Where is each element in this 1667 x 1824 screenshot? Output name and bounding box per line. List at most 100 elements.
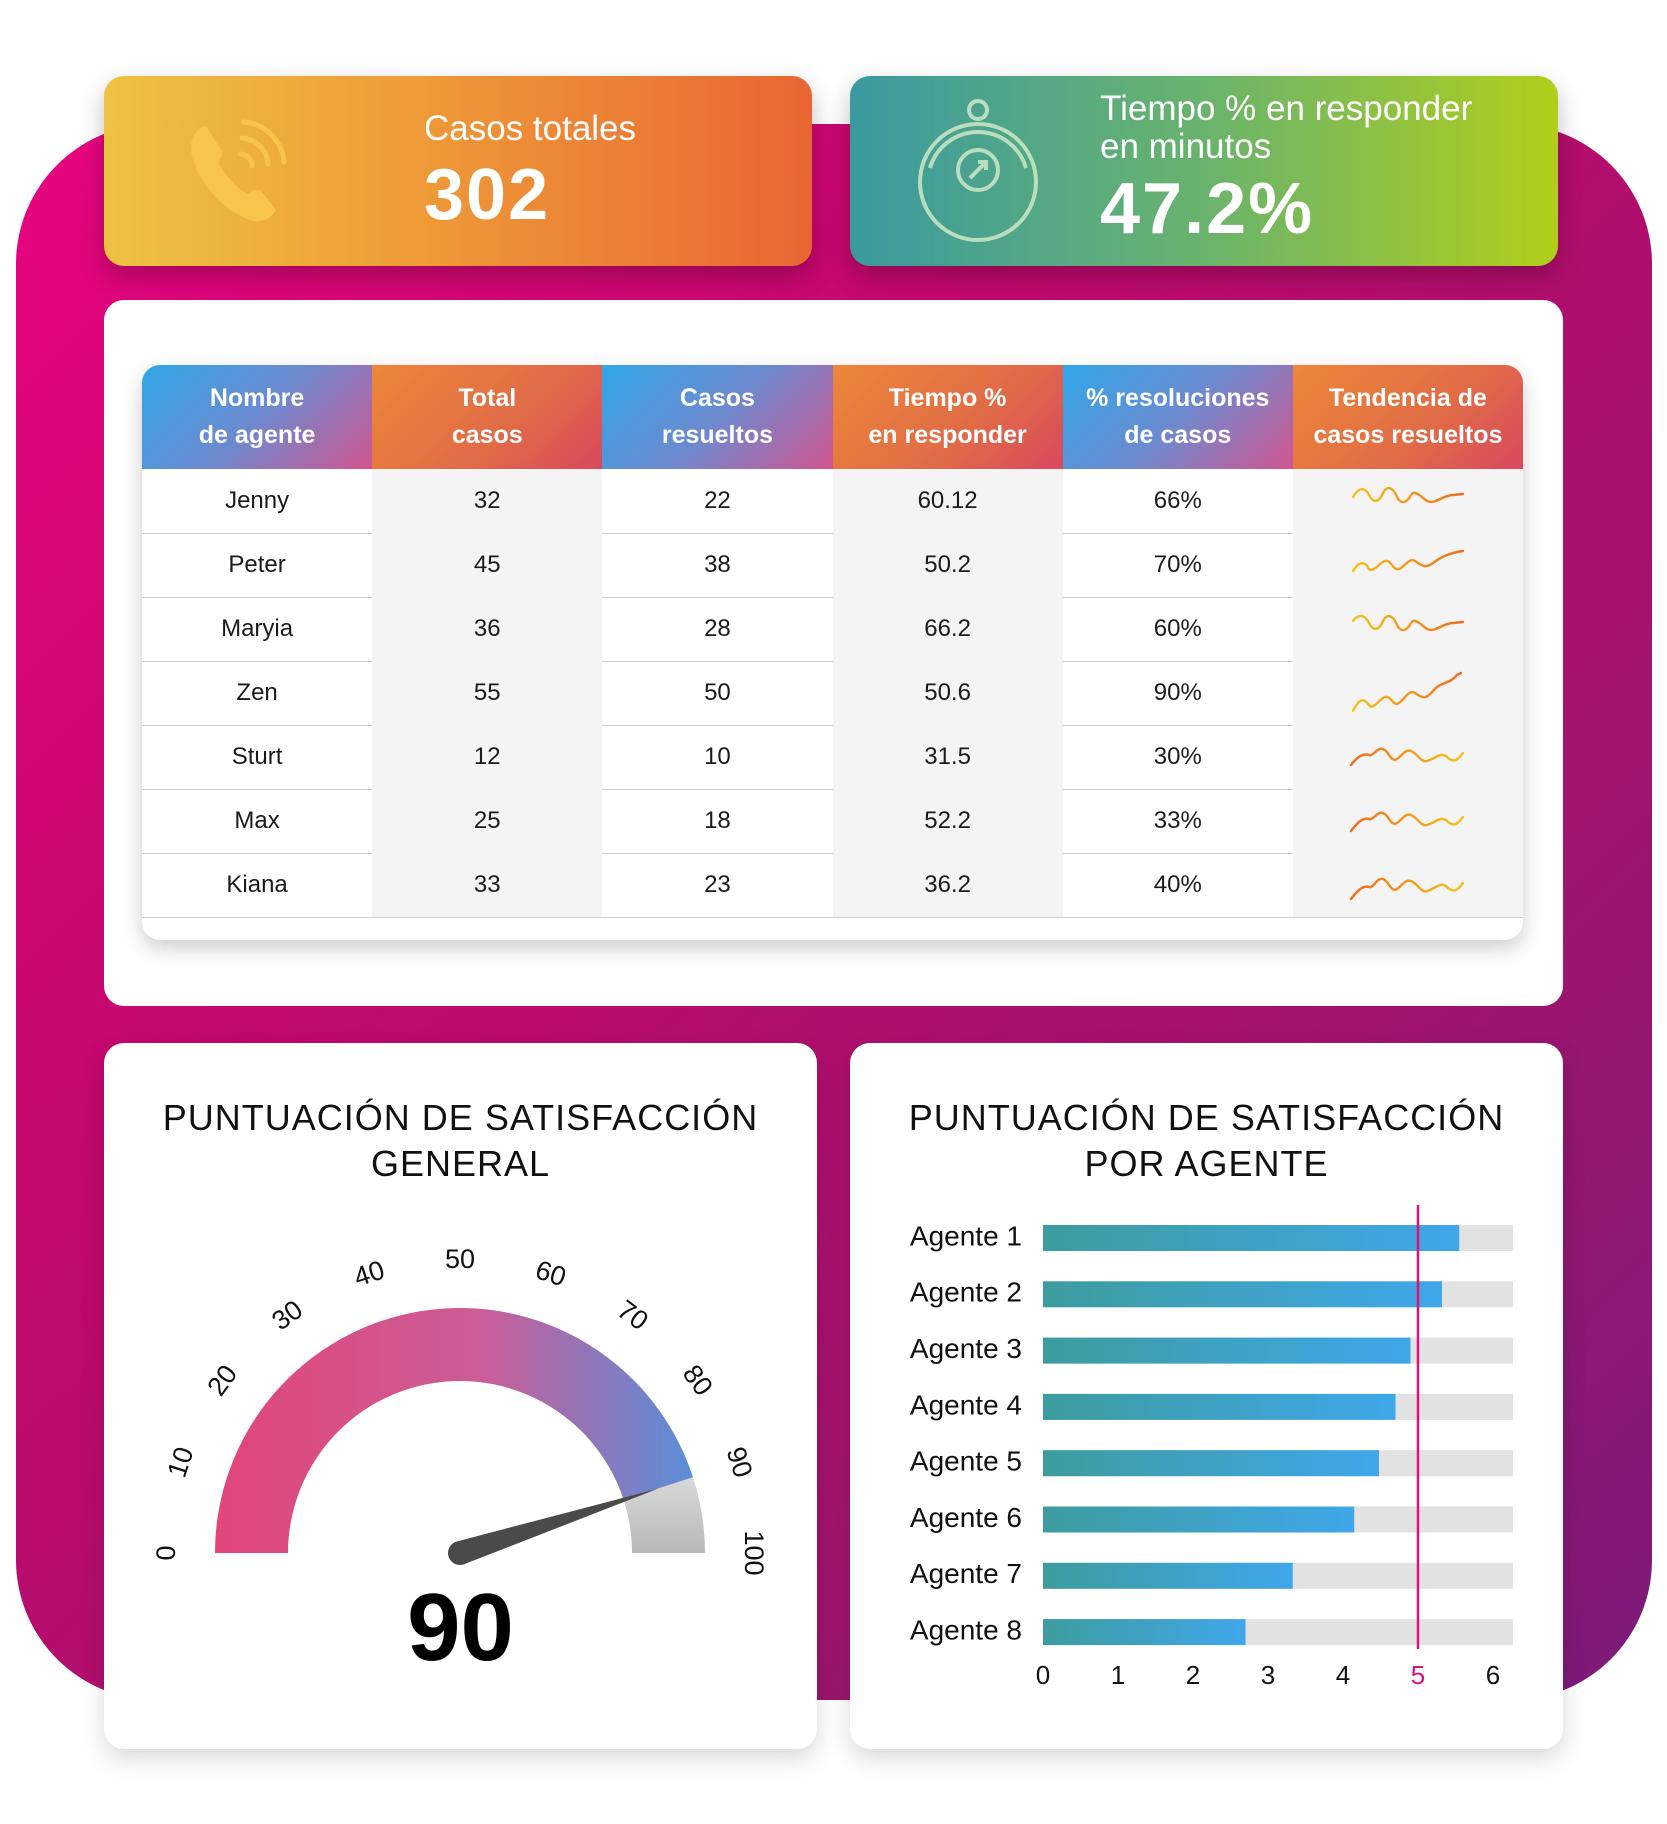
x-tick-label: 1 bbox=[1111, 1660, 1125, 1690]
gauge-value: 90 bbox=[407, 1574, 514, 1681]
x-tick-label: 4 bbox=[1336, 1660, 1350, 1690]
agents-table: Nombre de agente Total casos Casos resue… bbox=[142, 365, 1523, 940]
agents-table-card: Nombre de agente Total casos Casos resue… bbox=[104, 300, 1563, 1006]
cell-total: 45 bbox=[372, 533, 603, 597]
x-tick-label: 5 bbox=[1411, 1660, 1425, 1690]
cell-time: 50.6 bbox=[832, 661, 1063, 725]
header-response-time: Tiempo % en responder bbox=[832, 365, 1063, 469]
x-tick-label: 3 bbox=[1261, 1660, 1275, 1690]
cell-total: 36 bbox=[372, 597, 603, 661]
header-total-cases: Total casos bbox=[372, 365, 603, 469]
agent-satisfaction-card: PUNTUACIÓN DE SATISFACCIÓN POR AGENTE Ag… bbox=[850, 1043, 1563, 1749]
table-row: Max 25 18 52.2 33% bbox=[142, 789, 1523, 854]
x-tick-label: 2 bbox=[1186, 1660, 1200, 1690]
bar-category-label: Agente 6 bbox=[910, 1502, 1022, 1533]
header-resolved-cases: Casos resueltos bbox=[602, 365, 833, 469]
x-tick-label: 0 bbox=[1036, 1660, 1050, 1690]
satisfaction-gauge: 0 10 20 30 40 50 60 70 80 90 100 bbox=[151, 1244, 769, 1575]
response-time-value: 47.2% bbox=[1100, 169, 1315, 249]
cell-rate: 30% bbox=[1153, 743, 1202, 770]
bar-category-label: Agente 8 bbox=[910, 1614, 1022, 1645]
cell-time: 50.2 bbox=[832, 533, 1063, 597]
cell-total: 32 bbox=[372, 469, 603, 533]
cell-name: Kiana bbox=[226, 871, 288, 898]
table-row: Peter 45 38 50.2 70% bbox=[142, 533, 1523, 598]
cell-rate: 66% bbox=[1153, 487, 1202, 514]
bar bbox=[1043, 1450, 1379, 1477]
gauge-tick-label: 70 bbox=[612, 1294, 654, 1336]
cell-resolved: 22 bbox=[704, 487, 731, 514]
cell-total: 55 bbox=[372, 661, 603, 725]
general-satisfaction-card: PUNTUACIÓN DE SATISFACCIÓN GENERAL 0 10 20… bbox=[104, 1043, 817, 1749]
cell-resolved: 50 bbox=[704, 679, 731, 706]
table-row: Sturt 12 10 31.5 30% bbox=[142, 725, 1523, 790]
bar-category-label: Agente 5 bbox=[910, 1446, 1022, 1477]
cell-total: 12 bbox=[372, 725, 603, 789]
gauge-filled-arc bbox=[215, 1308, 694, 1553]
bar bbox=[1043, 1281, 1442, 1308]
agent-satisfaction-title: PUNTUACIÓN DE SATISFACCIÓN POR AGENTE bbox=[908, 1097, 1505, 1184]
trend-sparkline bbox=[1349, 747, 1465, 767]
bar-category-label: Agente 4 bbox=[910, 1389, 1022, 1420]
gauge-tick-label: 10 bbox=[162, 1443, 200, 1481]
cell-total: 25 bbox=[372, 789, 603, 853]
cell-time: 31.5 bbox=[832, 725, 1063, 789]
table-row: Kiana 33 23 36.2 40% bbox=[142, 853, 1523, 918]
kpi-total-cases-card: Casos totales 302 bbox=[104, 76, 812, 266]
gauge-needle-hub bbox=[448, 1541, 472, 1565]
cell-trend-sparkline bbox=[1292, 661, 1523, 725]
bar bbox=[1043, 1393, 1396, 1420]
trend-sparkline bbox=[1349, 811, 1465, 833]
cell-name: Maryia bbox=[221, 615, 294, 642]
cell-time: 60.12 bbox=[832, 469, 1063, 533]
response-time-label-line2: en minutos bbox=[1100, 127, 1272, 166]
cell-rate: 60% bbox=[1153, 615, 1202, 642]
bar-category-label: Agente 1 bbox=[910, 1220, 1022, 1251]
trend-sparkline bbox=[1351, 671, 1463, 713]
gauge-tick-label: 0 bbox=[151, 1545, 181, 1560]
cell-resolved: 10 bbox=[704, 743, 731, 770]
agent-satisfaction-bar-chart: Agente 1 Agente 2 Agente 3 Agente 4 Agente 5… bbox=[910, 1205, 1513, 1690]
bar bbox=[1043, 1619, 1246, 1646]
table-row: Zen 55 50 50.6 90% bbox=[142, 661, 1523, 726]
header-trend: Tendencia de casos resueltos bbox=[1292, 365, 1523, 469]
gauge-tick-label: 20 bbox=[201, 1359, 243, 1401]
bar bbox=[1043, 1506, 1355, 1533]
cell-time: 66.2 bbox=[832, 597, 1063, 661]
cell-trend-sparkline bbox=[1292, 533, 1523, 597]
cell-rate: 70% bbox=[1153, 551, 1202, 578]
stopwatch-icon bbox=[918, 99, 1038, 242]
phone-icon bbox=[190, 119, 287, 222]
gauge-needle bbox=[456, 1488, 658, 1565]
gauge-tick-label: 50 bbox=[445, 1244, 475, 1274]
gauge-tick-label: 30 bbox=[266, 1294, 308, 1336]
gauge-tick-label: 40 bbox=[350, 1255, 388, 1293]
cell-resolved: 38 bbox=[704, 551, 731, 578]
cell-rate: 33% bbox=[1153, 807, 1202, 834]
bar bbox=[1043, 1562, 1293, 1589]
kpi-response-time-card: Tiempo % en responder en minutos 47.2% bbox=[850, 76, 1558, 266]
header-agent-name: Nombre de agente bbox=[142, 365, 373, 469]
cell-trend-sparkline bbox=[1292, 725, 1523, 789]
bar bbox=[1043, 1337, 1411, 1364]
cell-name: Jenny bbox=[225, 487, 290, 514]
table-row: Jenny 32 22 60.12 66% bbox=[142, 469, 1523, 534]
cell-resolved: 23 bbox=[704, 871, 731, 898]
cell-name: Peter bbox=[228, 551, 286, 578]
cell-rate: 40% bbox=[1153, 871, 1202, 898]
bar-category-label: Agente 3 bbox=[910, 1333, 1022, 1364]
response-time-label-line1: Tiempo % en responder bbox=[1100, 89, 1473, 128]
gauge-tick-label: 60 bbox=[532, 1255, 570, 1293]
cell-trend-sparkline bbox=[1292, 789, 1523, 853]
cell-rate: 90% bbox=[1153, 679, 1202, 706]
gauge-remaining-arc bbox=[623, 1477, 705, 1553]
cell-resolved: 28 bbox=[704, 615, 731, 642]
trend-sparkline bbox=[1351, 486, 1465, 504]
cell-trend-sparkline bbox=[1292, 597, 1523, 661]
gauge-tick-label: 80 bbox=[677, 1359, 719, 1401]
cell-total: 33 bbox=[372, 853, 603, 917]
trend-sparkline bbox=[1349, 877, 1465, 901]
bar-category-label: Agente 7 bbox=[910, 1558, 1022, 1589]
cell-trend-sparkline bbox=[1292, 469, 1523, 533]
trend-sparkline bbox=[1351, 549, 1465, 573]
